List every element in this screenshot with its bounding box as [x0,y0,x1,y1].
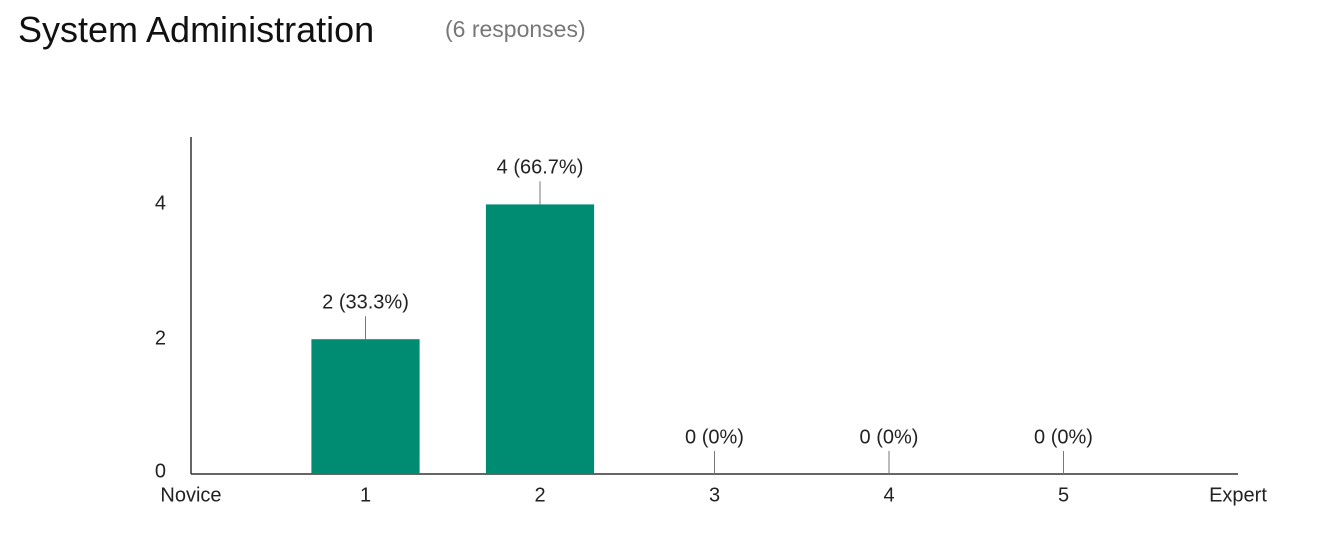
x-tick-label: 4 [883,484,894,506]
x-tick-label: 2 [534,484,545,506]
value-label: 4 (66.7%) [497,157,584,179]
x-tick-label: 5 [1058,484,1069,506]
x-tick-label: Novice [160,484,221,506]
x-tick-label: Expert [1209,484,1267,506]
bar [485,204,595,474]
chart-title: System Administration [18,9,374,50]
value-label: 0 (0%) [1034,426,1093,448]
value-label: 2 (33.3%) [322,291,409,313]
bar [311,339,420,474]
value-label: 0 (0%) [860,426,919,448]
x-tick-label: 3 [709,484,720,506]
y-tick-label: 4 [155,193,166,215]
value-label: 0 (0%) [685,426,744,448]
y-tick-label: 0 [155,460,166,482]
y-tick-label: 2 [155,327,166,349]
chart-subtitle: (6 responses) [445,16,586,42]
x-tick-label: 1 [360,484,371,506]
